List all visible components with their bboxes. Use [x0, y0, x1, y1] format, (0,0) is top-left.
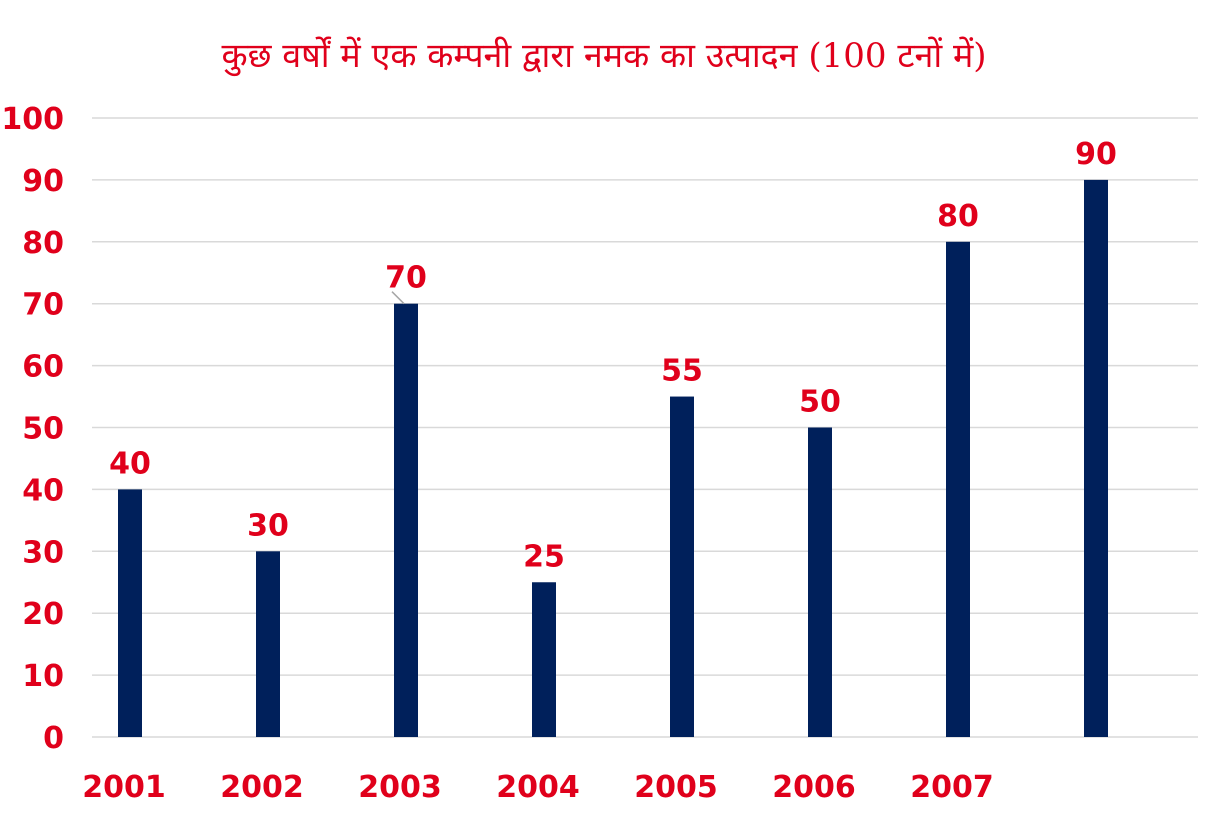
bar-2006: [808, 427, 832, 737]
y-tick-label: 0: [43, 721, 64, 756]
data-label: 30: [247, 508, 289, 543]
x-tick-label: 2007: [910, 770, 994, 805]
y-tick-label: 70: [22, 288, 64, 323]
y-tick-label: 10: [22, 659, 64, 694]
bar-2005: [670, 396, 694, 737]
bar-2002: [256, 551, 280, 737]
y-axis-tick-labels: 0 10 20 30 40 50 60 70 80 90 100: [1, 102, 64, 756]
x-tick-label: 2004: [496, 770, 580, 805]
x-tick-label: 2002: [220, 770, 304, 805]
x-tick-label: 2005: [634, 770, 718, 805]
y-tick-label: 80: [22, 226, 64, 261]
data-labels: 40 30 70 25 55 50 80 90: [109, 137, 1117, 574]
data-label: 70: [385, 261, 427, 296]
bar-item-8: [1084, 179, 1108, 737]
data-label: 40: [109, 446, 151, 481]
bar-2001: [118, 489, 142, 737]
data-label: 25: [523, 539, 565, 574]
chart-title: कुछ वर्षों में एक कम्पनी द्वारा नमक का उ…: [221, 36, 986, 77]
bar-2003: [394, 303, 418, 737]
y-tick-label: 40: [22, 473, 64, 508]
x-tick-label: 2006: [772, 770, 856, 805]
y-tick-label: 100: [1, 102, 64, 137]
label-leader-line: [391, 291, 405, 305]
data-label: 90: [1075, 137, 1117, 172]
x-axis-tick-labels: 2001 2002 2003 2004 2005 2006 2007: [82, 770, 994, 805]
data-label: 55: [661, 354, 703, 389]
y-tick-label: 20: [22, 597, 64, 632]
data-label: 50: [799, 385, 841, 420]
bars: [118, 179, 1108, 738]
x-tick-label: 2003: [358, 770, 442, 805]
x-tick-label: 2001: [82, 770, 166, 805]
y-tick-label: 50: [22, 412, 64, 447]
y-tick-label: 30: [22, 535, 64, 570]
y-tick-label: 60: [22, 350, 64, 385]
y-tick-label: 90: [22, 164, 64, 199]
bar-2004: [532, 582, 556, 737]
data-label: 80: [937, 199, 979, 234]
bar-2007: [946, 241, 970, 738]
